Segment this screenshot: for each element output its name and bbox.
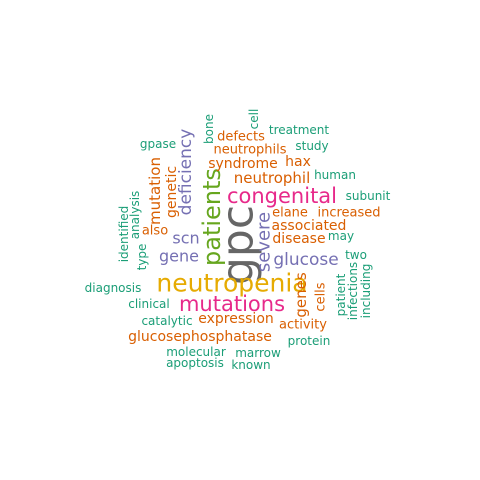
word-subunit: subunit (346, 189, 391, 203)
word-gpase: gpase (140, 137, 176, 151)
word-type: type (135, 244, 149, 271)
word-glucose: glucose (273, 250, 338, 270)
word-molecular: molecular (166, 345, 226, 359)
word-two: two (345, 248, 367, 262)
word-congenital: congenital (227, 184, 337, 208)
word-elane: elane (272, 206, 308, 221)
word-mutations: mutations (179, 292, 285, 316)
word-gpc: gpc (213, 205, 264, 285)
word-scn: scn (172, 229, 199, 248)
word-associated: associated (272, 218, 347, 234)
word-neutropenia: neutropenia (156, 269, 307, 298)
word-mutation: mutation (146, 157, 164, 225)
word-bone: bone (202, 114, 216, 144)
word-glucosephosphatase: glucosephosphatase (128, 329, 272, 345)
word-including: including (359, 264, 373, 319)
word-cell: cell (247, 109, 261, 130)
word-identified: identified (117, 206, 131, 263)
word-known: known (231, 358, 270, 372)
word-apoptosis: apoptosis (166, 356, 224, 370)
word-also: also (142, 224, 168, 239)
word-activity: activity (279, 318, 327, 333)
word-analysis: analysis (128, 191, 142, 240)
word-deficiency: deficiency (176, 129, 196, 216)
word-diagnosis: diagnosis (85, 281, 142, 295)
word-marrow: marrow (235, 346, 281, 360)
word-infections: infections (346, 262, 360, 320)
word-syndrome: syndrome (208, 156, 278, 172)
word-severe: severe (254, 212, 275, 272)
word-treatment: treatment (269, 123, 329, 137)
word-defects: defects (217, 130, 265, 145)
word-expression: expression (198, 311, 274, 327)
word-catalytic: catalytic (141, 314, 192, 328)
word-study: study (295, 139, 328, 153)
word-clinical: clinical (128, 297, 170, 311)
word-neutrophil: neutrophil (234, 169, 311, 187)
word-patient: patient (334, 273, 348, 316)
word-hax: hax (285, 154, 311, 170)
word-genes: genes (292, 272, 310, 317)
word-disease: disease (272, 231, 325, 247)
word-patients: patients (198, 168, 226, 266)
word-increased: increased (317, 206, 380, 221)
word-neutrophils: neutrophils (213, 143, 286, 158)
word-protein: protein (288, 334, 331, 348)
word-cells: cells (314, 282, 329, 311)
word-human: human (314, 168, 356, 182)
word-gene: gene (159, 247, 199, 266)
word-genetic: genetic (164, 166, 180, 218)
word-may: may (328, 229, 354, 243)
